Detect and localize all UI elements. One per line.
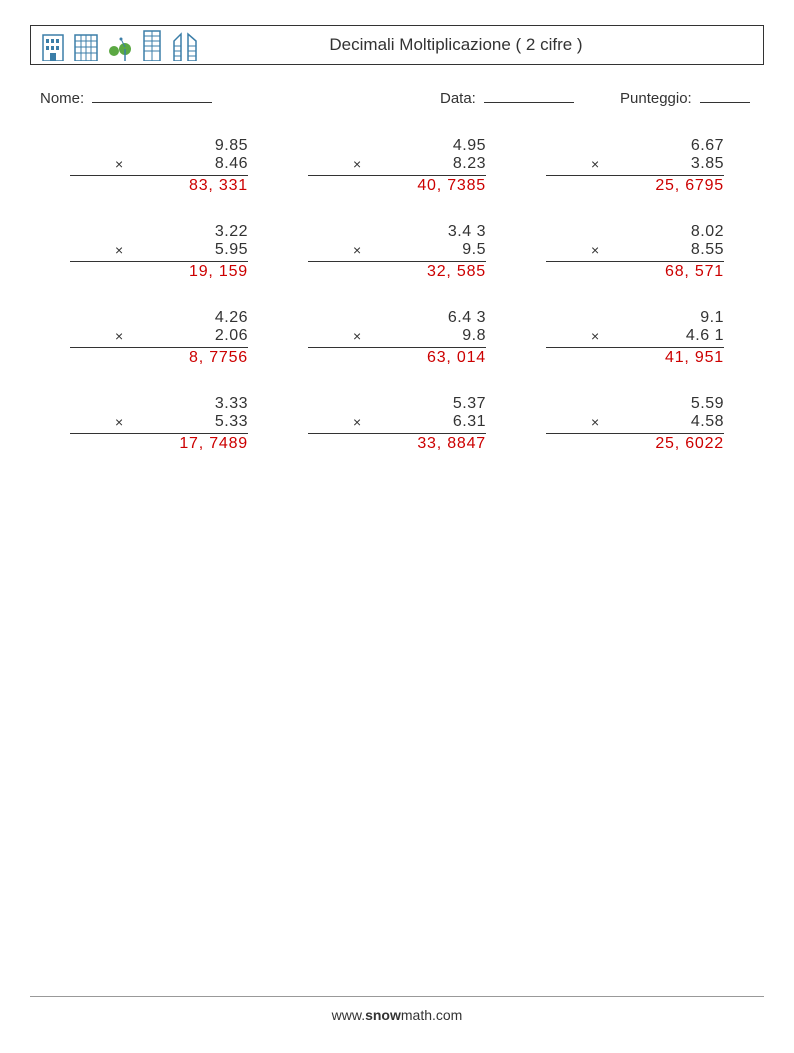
problem-3: 6.67×3.8525, 6795 [546, 137, 724, 195]
multiply-icon: × [115, 242, 123, 258]
multiply-icon: × [353, 156, 361, 172]
problem-9: 9.1×4.6 141, 951 [546, 309, 724, 367]
answer-row: 33, 8847 [308, 434, 486, 453]
multiply-icon: × [353, 414, 361, 430]
problem-8: 6.4 3×9.863, 014 [308, 309, 486, 367]
problem-6: 8.02×8.5568, 571 [546, 223, 724, 281]
operator-row: ×5.95 [70, 241, 248, 262]
problem-2: 4.95×8.2340, 7385 [308, 137, 486, 195]
answer-row: 19, 159 [70, 262, 248, 281]
answer-row: 83, 331 [70, 176, 248, 195]
multiply-icon: × [591, 242, 599, 258]
multiply-icon: × [353, 328, 361, 344]
answer-row: 40, 7385 [308, 176, 486, 195]
operator-row: ×8.46 [70, 155, 248, 176]
multiply-icon: × [591, 328, 599, 344]
punteggio-section: Punteggio: [620, 90, 760, 107]
operator-row: ×4.6 1 [546, 327, 724, 348]
operand-top: 3.22 [70, 223, 248, 241]
problem-7: 4.26×2.068, 7756 [70, 309, 248, 367]
footer-text: www.snowmath.com [332, 1007, 463, 1023]
operator-row: ×3.85 [546, 155, 724, 176]
answer-row: 25, 6022 [546, 434, 724, 453]
multiply-icon: × [591, 414, 599, 430]
operator-row: ×5.33 [70, 413, 248, 434]
problems-grid: 9.85×8.4683, 3314.95×8.2340, 73856.67×3.… [30, 137, 764, 453]
punteggio-label: Punteggio: [620, 90, 692, 107]
footer: www.snowmath.com [0, 996, 794, 1023]
operand-top: 3.33 [70, 395, 248, 413]
operand-top: 9.1 [546, 309, 724, 327]
operator-row: ×8.23 [308, 155, 486, 176]
answer-row: 68, 571 [546, 262, 724, 281]
operand-top: 8.02 [546, 223, 724, 241]
answer-row: 25, 6795 [546, 176, 724, 195]
answer-row: 8, 7756 [70, 348, 248, 367]
operator-row: ×2.06 [70, 327, 248, 348]
footer-line [30, 996, 764, 997]
multiply-icon: × [115, 328, 123, 344]
building-icon-4 [171, 31, 199, 61]
tree-icon [107, 37, 133, 61]
data-label: Data: [440, 90, 476, 107]
operand-top: 9.85 [70, 137, 248, 155]
buildings-icons [41, 29, 199, 61]
operand-top: 4.26 [70, 309, 248, 327]
punteggio-blank [700, 102, 750, 103]
operand-top: 6.67 [546, 137, 724, 155]
info-row: Nome: Data: Punteggio: [30, 90, 764, 107]
nome-label: Nome: [40, 90, 84, 107]
operand-top: 5.59 [546, 395, 724, 413]
problem-11: 5.37×6.3133, 8847 [308, 395, 486, 453]
problem-12: 5.59×4.5825, 6022 [546, 395, 724, 453]
problem-5: 3.4 3×9.532, 585 [308, 223, 486, 281]
operator-row: ×9.8 [308, 327, 486, 348]
multiply-icon: × [591, 156, 599, 172]
operand-top: 3.4 3 [308, 223, 486, 241]
multiply-icon: × [353, 242, 361, 258]
answer-row: 63, 014 [308, 348, 486, 367]
building-icon-3 [141, 29, 163, 61]
data-section: Data: [440, 90, 620, 107]
problem-4: 3.22×5.9519, 159 [70, 223, 248, 281]
nome-section: Nome: [40, 90, 440, 107]
nome-blank [92, 102, 212, 103]
operator-row: ×8.55 [546, 241, 724, 262]
data-blank [484, 102, 574, 103]
operator-row: ×6.31 [308, 413, 486, 434]
answer-row: 17, 7489 [70, 434, 248, 453]
building-icon-1 [41, 31, 65, 61]
page-title: Decimali Moltiplicazione ( 2 cifre ) [199, 35, 753, 55]
operand-top: 5.37 [308, 395, 486, 413]
answer-row: 32, 585 [308, 262, 486, 281]
operand-top: 6.4 3 [308, 309, 486, 327]
multiply-icon: × [115, 156, 123, 172]
multiply-icon: × [115, 414, 123, 430]
problem-1: 9.85×8.4683, 331 [70, 137, 248, 195]
operator-row: ×4.58 [546, 413, 724, 434]
header-box: Decimali Moltiplicazione ( 2 cifre ) [30, 25, 764, 65]
building-icon-2 [73, 33, 99, 61]
problem-10: 3.33×5.3317, 7489 [70, 395, 248, 453]
answer-row: 41, 951 [546, 348, 724, 367]
operator-row: ×9.5 [308, 241, 486, 262]
operand-top: 4.95 [308, 137, 486, 155]
